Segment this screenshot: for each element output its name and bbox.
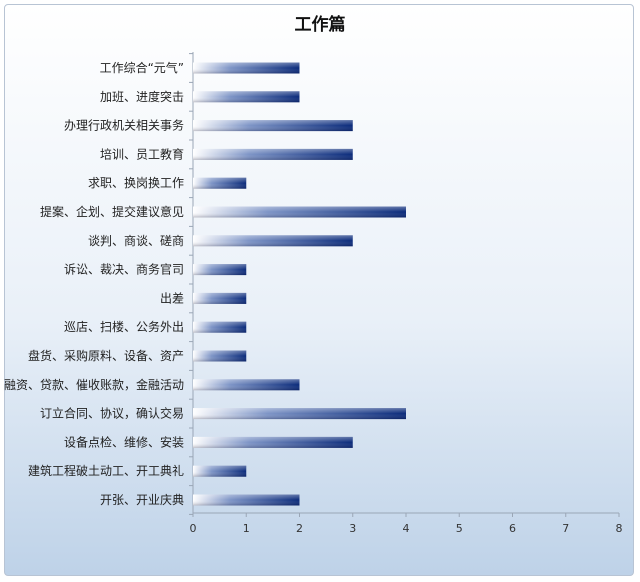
x-tick-label: 5 — [456, 522, 463, 535]
category-label: 办理行政机关相关事务 — [64, 118, 184, 133]
category-label: 开张、开业庆典 — [100, 493, 184, 507]
bar-shade — [193, 321, 247, 333]
category-label: 设备点检、维修、安装 — [64, 434, 184, 449]
category-label: 求职、换岗换工作 — [88, 176, 184, 190]
bar-shade — [193, 235, 353, 247]
bar-shade — [193, 120, 353, 132]
category-label: 提案、企划、提交建议意见 — [40, 204, 184, 219]
category-label: 加班、进度突击 — [100, 89, 184, 104]
category-label: 谈判、商谈、磋商 — [88, 233, 184, 248]
x-tick-label: 4 — [403, 522, 410, 535]
category-label: 建筑工程破土动工、开工典礼 — [28, 463, 184, 478]
category-label: 工作综合“元气” — [100, 60, 184, 75]
category-label: 出差 — [160, 291, 184, 305]
bar-shade — [193, 148, 353, 160]
x-tick-label: 8 — [616, 522, 623, 535]
bar-shade — [193, 292, 247, 304]
x-tick-label: 1 — [243, 522, 250, 535]
chart-title: 工作篇 — [295, 14, 346, 35]
bar-shade — [193, 494, 300, 506]
bar-shade — [193, 91, 300, 103]
bar-shade — [193, 465, 247, 477]
bar-shade — [193, 379, 300, 391]
category-label: 融资、贷款、催收账款，金融活动 — [4, 377, 184, 392]
category-label: 盘货、采购原料、设备、资产 — [28, 348, 184, 363]
x-tick-label: 0 — [190, 522, 197, 535]
bar-shade — [193, 350, 247, 362]
x-tick-label: 7 — [562, 522, 569, 535]
category-label: 巡店、扫楼、公务外出 — [64, 319, 184, 334]
bar-shade — [193, 206, 406, 218]
category-label: 诉讼、裁决、商务官司 — [64, 262, 184, 277]
x-tick-label: 2 — [296, 522, 303, 535]
category-label: 订立合同、协议，确认交易 — [40, 406, 184, 421]
chart-frame — [4, 4, 634, 576]
x-tick-label: 6 — [509, 522, 516, 535]
bar-shade — [193, 62, 300, 74]
bar-shade — [193, 177, 247, 189]
bar-shade — [193, 264, 247, 276]
category-label: 培训、员工教育 — [100, 146, 184, 161]
bar-shade — [193, 408, 406, 420]
x-tick-label: 3 — [349, 522, 356, 535]
bar-shade — [193, 436, 353, 448]
